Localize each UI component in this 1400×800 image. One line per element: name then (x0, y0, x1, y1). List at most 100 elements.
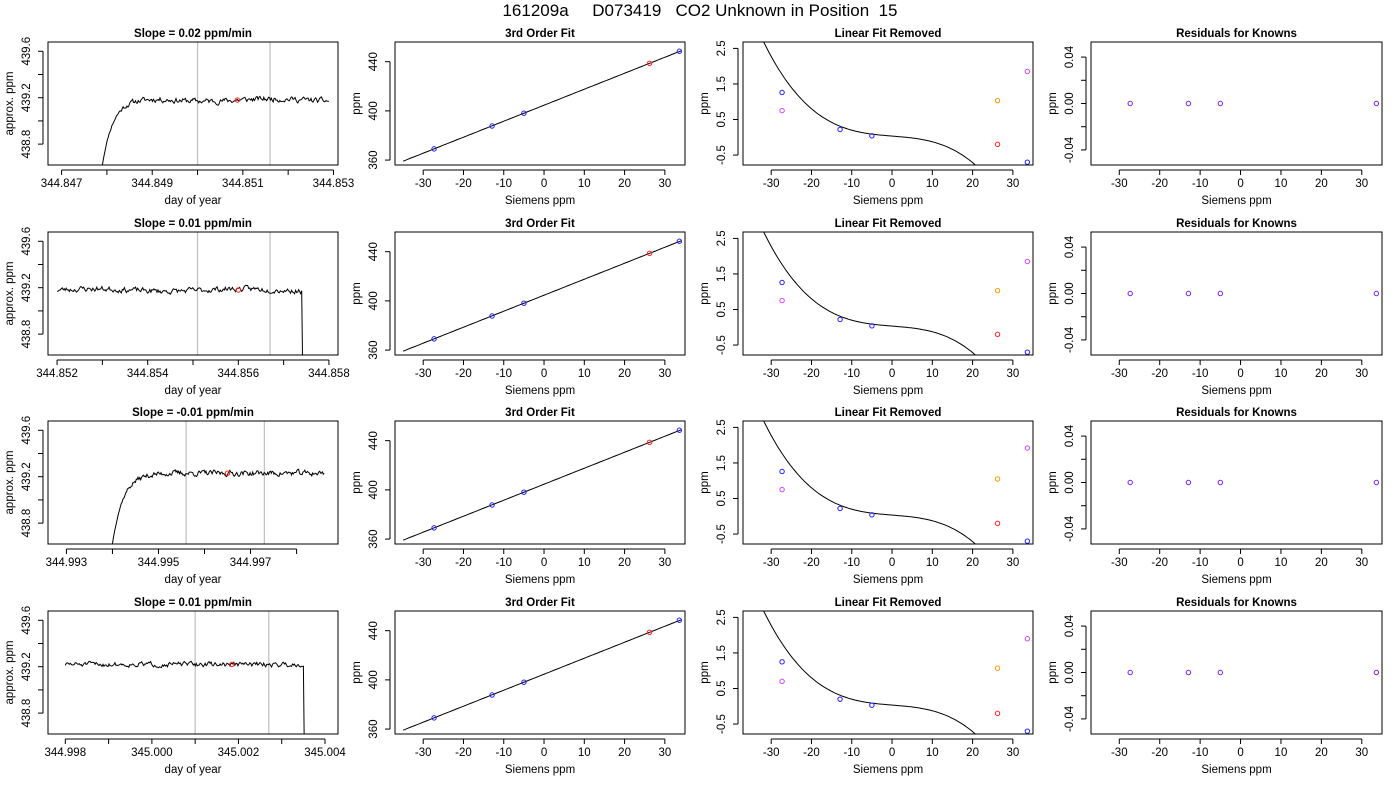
x-tick-label: 10 (1275, 178, 1288, 190)
data-point (869, 323, 875, 329)
y-tick-label: 2.5 (716, 230, 728, 246)
data-point (489, 123, 495, 129)
x-tick-label: -20 (803, 178, 820, 190)
x-tick-label: -10 (843, 747, 860, 759)
x-tick-label: 344.847 (41, 178, 83, 190)
y-tick-label: -0.04 (1064, 705, 1076, 732)
x-tick-label: 0 (889, 178, 895, 190)
y-tick-label: 440 (368, 242, 380, 261)
data-point (1217, 100, 1224, 107)
x-tick-label: -20 (803, 368, 820, 380)
x-tick-label: 345.000 (131, 747, 173, 759)
x-tick-label: -20 (1151, 368, 1168, 380)
data-point (431, 715, 437, 721)
data-layer (763, 232, 1031, 355)
y-tick-label: 0.04 (1064, 45, 1076, 68)
plot-frame (47, 231, 339, 356)
data-point (837, 316, 843, 323)
data-point (869, 512, 875, 518)
x-tick-label: -30 (1111, 178, 1128, 190)
x-tick-label: -10 (1192, 747, 1209, 759)
x-axis-label: day of year (165, 574, 222, 586)
data-layer (763, 421, 1031, 544)
fit-curve (402, 619, 682, 731)
x-tick-label: 0 (541, 368, 547, 380)
x-tick-label: 10 (578, 747, 591, 759)
panel-title: Linear Fit Removed (835, 28, 942, 40)
panel-r1-c2: 3rd Order Fit -30 -20 -10 0 10 20 30 Siemens ppm… (351, 28, 686, 207)
y-tick-label: 0.5 (716, 680, 728, 696)
y-tick-label: -0.5 (716, 335, 728, 355)
x-tick-label: -20 (803, 557, 820, 569)
x-tick-label: 30 (1006, 557, 1019, 569)
y-tick-label: 0.00 (1064, 282, 1076, 304)
ppm-trace (111, 468, 325, 544)
ppm-trace (64, 660, 305, 734)
data-point (837, 505, 843, 512)
data-point (646, 439, 653, 445)
data-point (489, 502, 495, 508)
x-tick-label: 0 (1237, 178, 1243, 190)
data-point (1127, 479, 1133, 486)
x-tick-label: -20 (455, 747, 472, 759)
y-tick-label: 0.5 (716, 111, 728, 127)
data-point (676, 48, 683, 54)
x-tick-label: -30 (1111, 557, 1128, 569)
data-point (431, 146, 437, 152)
mean-marker (234, 97, 241, 103)
x-tick-label: 20 (1315, 178, 1328, 190)
y-tick-label: 439.2 (21, 83, 33, 112)
x-tick-label: 344.998 (45, 747, 87, 759)
x-tick-label: 10 (578, 368, 591, 380)
x-tick-label: -10 (843, 368, 860, 380)
data-layer (402, 238, 683, 352)
y-tick-label: 438.8 (21, 699, 33, 728)
panel-title: Residuals for Knowns (1176, 597, 1297, 609)
x-tick-label: -30 (415, 747, 432, 759)
panel-r3-c4: Residuals for Knowns -30 -20 -10 0 10 20 30 Siem… (1047, 407, 1383, 586)
y-tick-label: 0.04 (1064, 614, 1076, 637)
x-tick-label: -30 (763, 747, 780, 759)
x-tick-label: 20 (1315, 368, 1328, 380)
data-point (1127, 100, 1133, 107)
plot-frame (742, 420, 1034, 545)
panel-title: Linear Fit Removed (835, 218, 942, 230)
y-axis-label: ppm (1047, 92, 1059, 114)
y-axis-label: ppm (699, 92, 711, 114)
y-tick-label: 440 (368, 431, 380, 450)
panel-r1-c4: Residuals for Knowns -30 -20 -10 0 10 20 30 Siem… (1047, 28, 1383, 207)
y-tick-label: 2.5 (716, 609, 728, 625)
data-point (1373, 669, 1380, 676)
x-tick-label: 0 (1237, 747, 1243, 759)
x-tick-label: 30 (1355, 557, 1368, 569)
figure-title: 161209a D073419 CO2 Unknown in Position … (502, 1, 898, 20)
ppm-trace (57, 284, 303, 355)
data-point (1024, 159, 1031, 165)
data-point (676, 427, 683, 433)
panel-r2-c3: Linear Fit Removed -30 -20 -10 0 10 20 30 Siemen… (699, 218, 1034, 397)
x-axis-label: Siemens ppm (505, 385, 575, 397)
x-tick-label: -10 (495, 557, 512, 569)
y-tick-label: 400 (368, 670, 380, 689)
panel-title: 3rd Order Fit (505, 407, 575, 419)
x-axis-label: day of year (165, 195, 222, 207)
y-tick-label: 1.5 (716, 76, 728, 92)
data-layer (1127, 479, 1380, 486)
data-point (779, 678, 785, 685)
data-point (521, 679, 527, 685)
y-tick-label: 439.6 (21, 606, 33, 635)
mean-marker (229, 661, 235, 668)
y-axis-label: approx. ppm (4, 641, 16, 705)
plot-frame (394, 610, 686, 735)
x-tick-label: 20 (966, 747, 979, 759)
x-tick-label: 20 (966, 368, 979, 380)
y-axis-label: ppm (351, 282, 363, 304)
y-tick-label: 439.6 (21, 37, 33, 66)
y-axis-label: ppm (351, 661, 363, 683)
y-tick-label: 0.00 (1064, 471, 1076, 493)
y-tick-label: -0.5 (716, 145, 728, 165)
panel-r4-c4: Residuals for Knowns -30 -20 -10 0 10 20 30 Siem… (1047, 597, 1383, 776)
data-layer (402, 427, 683, 541)
data-point (1373, 290, 1380, 297)
